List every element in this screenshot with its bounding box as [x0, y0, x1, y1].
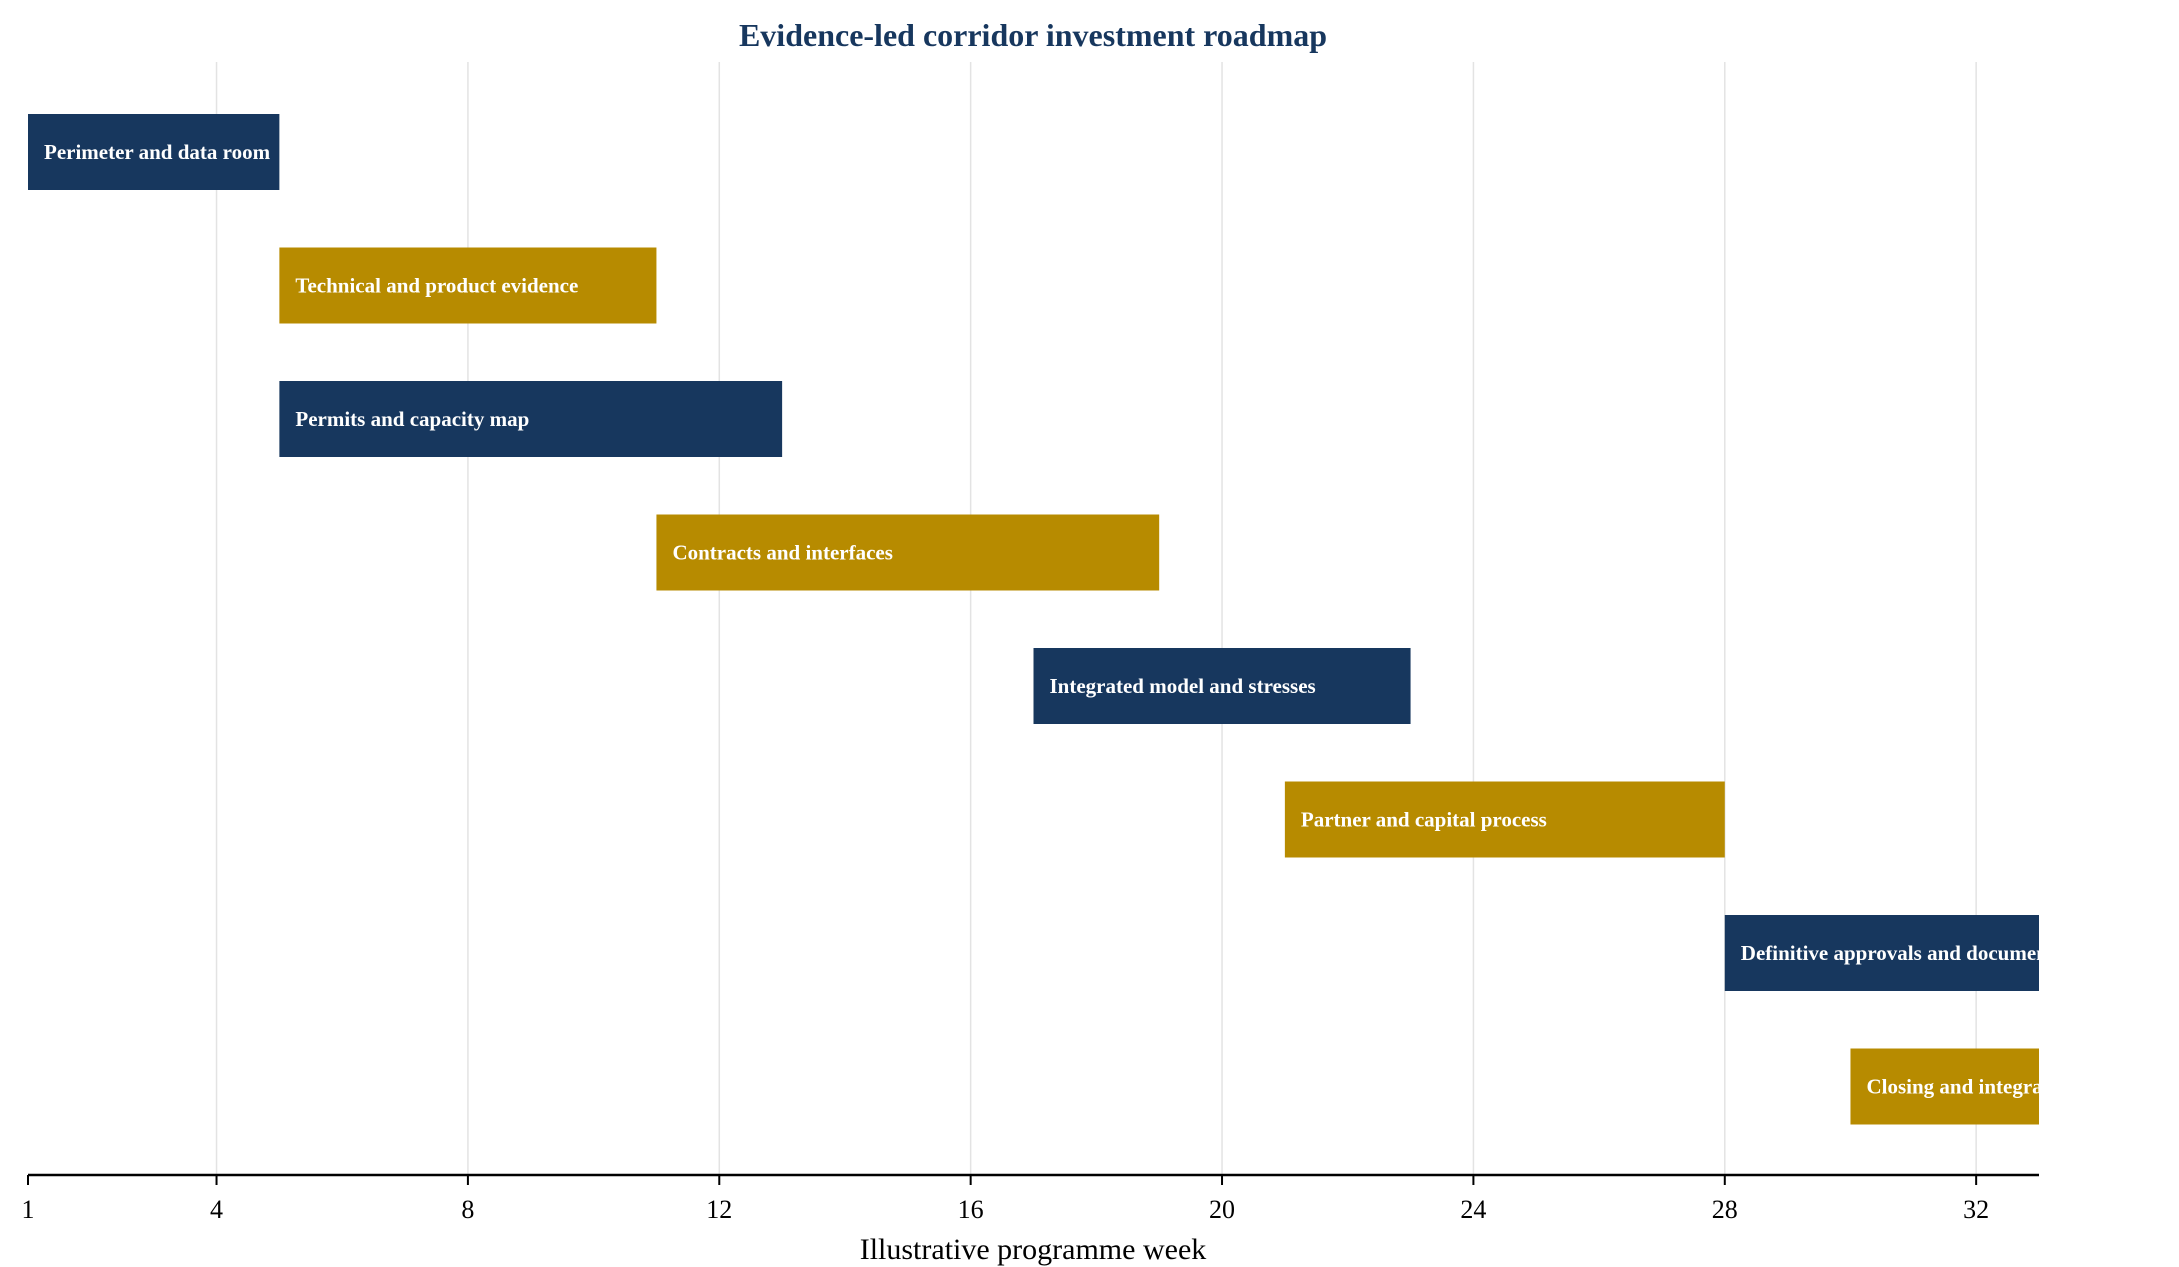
x-tick-label-8: 8 [461, 1195, 474, 1224]
task-bar-label: Contracts and interfaces [672, 541, 892, 565]
x-tick-label-20: 20 [1209, 1195, 1235, 1224]
chart-title: Evidence-led corridor investment roadmap [739, 17, 1327, 53]
task-bar-label: Technical and product evidence [295, 274, 578, 298]
x-tick-label-16: 16 [958, 1195, 984, 1224]
x-axis-ticks: 1 4 8 12 16 20 24 28 32 [22, 1175, 1989, 1224]
bars: Perimeter and data room Technical and pro… [28, 114, 2101, 1125]
task-bar-label: Integrated model and stresses [1050, 674, 1316, 698]
task-bar [1284, 781, 1725, 858]
task-bar [28, 114, 280, 190]
task-bar-label: Perimeter and data room [44, 140, 271, 164]
x-tick-label-28: 28 [1712, 1195, 1738, 1224]
task-bar [656, 514, 1160, 591]
x-tick-label-24: 24 [1460, 1195, 1486, 1224]
x-tick-label-32: 32 [1963, 1195, 1989, 1224]
task-bar [1033, 648, 1411, 724]
task-bar-label: Permits and capacity map [295, 407, 529, 431]
x-tick-label-4: 4 [210, 1195, 223, 1224]
gridlines [215, 62, 1977, 1175]
task-bar [279, 247, 657, 324]
task-bar-label: Definitive approvals and documentation [1741, 941, 2101, 965]
x-axis-label: Illustrative programme week [860, 1233, 1207, 1266]
task-bar-label: Closing and integration [1866, 1075, 2078, 1099]
task-bar-label: Partner and capital process [1301, 808, 1547, 832]
x-tick-label-12: 12 [706, 1195, 732, 1224]
task-bar [1724, 915, 2039, 991]
task-bar [1850, 1048, 2039, 1125]
x-tick-label-1: 1 [22, 1195, 35, 1224]
task-bar [279, 381, 783, 457]
